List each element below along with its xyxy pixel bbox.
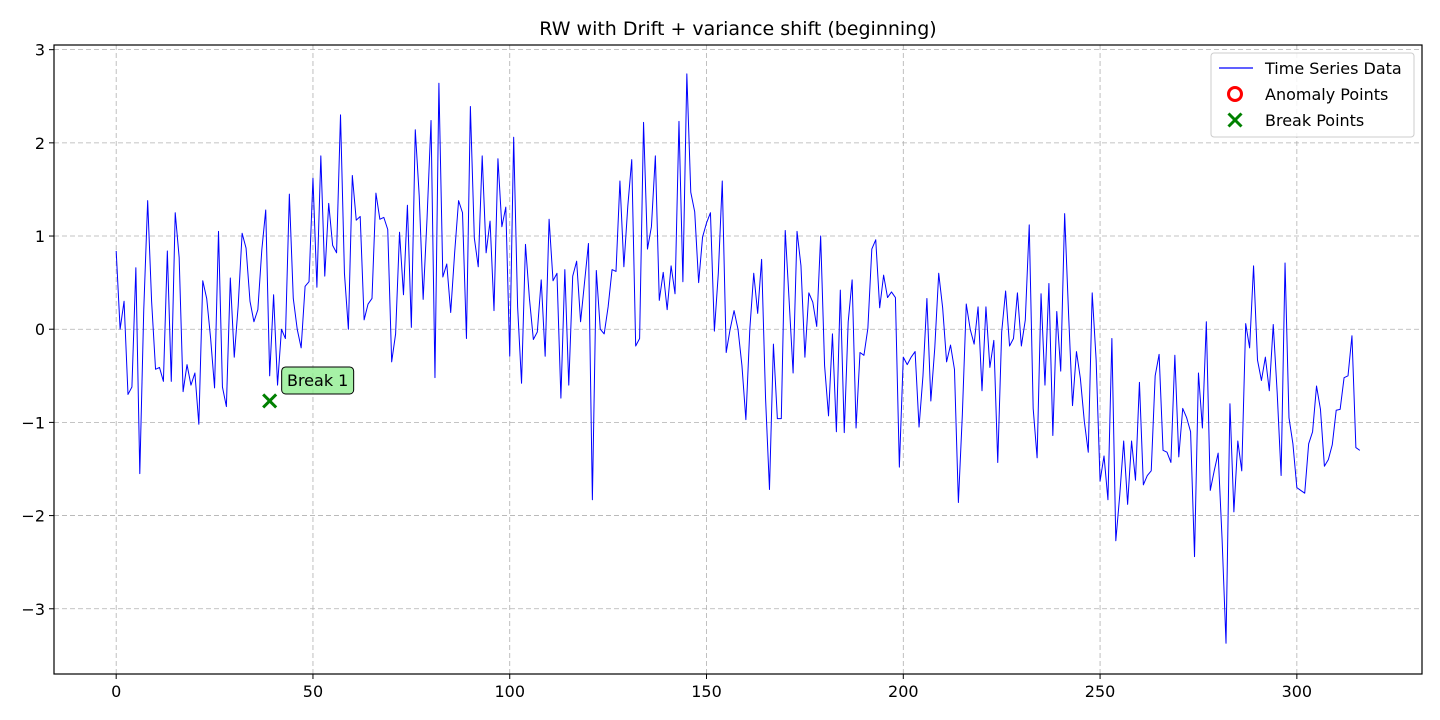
x-tick-label: 50 (303, 682, 323, 701)
y-tick-label: −1 (21, 413, 45, 432)
legend: Time Series Data Anomaly Points Break Poin… (1210, 52, 1415, 138)
break-point-marker (262, 393, 278, 409)
x-tick-label: 300 (1282, 682, 1313, 701)
x-tick-label: 100 (494, 682, 525, 701)
y-tick-label: 3 (35, 41, 45, 60)
legend-circle-swatch (1227, 86, 1243, 102)
legend-label: Break Points (1265, 111, 1364, 130)
y-tick-label: −3 (21, 600, 45, 619)
legend-item: Break Points (1227, 111, 1364, 130)
grid (54, 45, 1422, 674)
legend-item: Anomaly Points (1227, 85, 1388, 104)
y-tick-label: 0 (35, 320, 45, 339)
y-tick-label: 2 (35, 134, 45, 153)
legend-x-swatch (1227, 112, 1243, 128)
legend-label: Time Series Data (1264, 59, 1402, 78)
x-tick-label: 200 (888, 682, 919, 701)
x-axis: 0 50 100 150 200 250 300 (111, 674, 1312, 701)
chart-title: RW with Drift + variance shift (beginnin… (539, 18, 936, 40)
y-tick-label: 1 (35, 227, 45, 246)
x-tick-label: 150 (691, 682, 722, 701)
legend-label: Anomaly Points (1265, 85, 1388, 104)
x-tick-label: 0 (111, 682, 121, 701)
series-line (115, 73, 1361, 644)
legend-item: Time Series Data (1219, 59, 1402, 78)
y-tick-label: −2 (21, 507, 45, 526)
y-axis: −3 −2 −1 0 1 2 3 (21, 41, 54, 619)
series-layer (115, 73, 1361, 644)
break-label-box (281, 366, 355, 395)
break-label: Break 1 (287, 371, 348, 390)
x-tick-label: 250 (1085, 682, 1116, 701)
break-points-layer: Break 1 (262, 366, 355, 409)
plot-frame (53, 44, 1423, 675)
legend-box (1210, 52, 1415, 138)
